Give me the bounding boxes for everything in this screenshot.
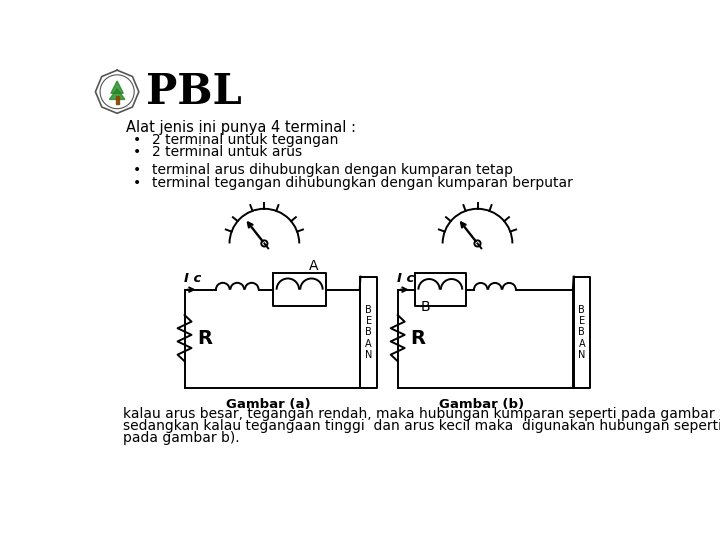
Text: kalau arus besar, tegangan rendah, maka hubungan kumparan seperti pada gambar a): kalau arus besar, tegangan rendah, maka … xyxy=(122,407,720,421)
Polygon shape xyxy=(111,81,123,93)
Text: pada gambar b).: pada gambar b). xyxy=(122,431,239,446)
Text: Gambar (a): Gambar (a) xyxy=(226,398,310,411)
Text: B: B xyxy=(421,300,431,314)
Text: B
E
B
A
N: B E B A N xyxy=(578,305,585,360)
Polygon shape xyxy=(109,89,125,99)
Text: I c: I c xyxy=(397,272,414,285)
Text: B
E
B
A
N: B E B A N xyxy=(365,305,372,360)
Text: terminal arus dihubungkan dengan kumparan tetap: terminal arus dihubungkan dengan kumpara… xyxy=(152,164,513,177)
Text: Gambar (b): Gambar (b) xyxy=(438,398,524,411)
Text: •: • xyxy=(132,132,141,146)
Text: R: R xyxy=(410,329,425,348)
Text: •: • xyxy=(132,164,141,177)
Text: I c: I c xyxy=(184,272,201,285)
Text: terminal tegangan dihubungkan dengan kumparan berputar: terminal tegangan dihubungkan dengan kum… xyxy=(152,176,573,190)
Text: PBL: PBL xyxy=(145,71,241,113)
Text: A: A xyxy=(310,259,319,273)
Text: 2 terminal untuk arus: 2 terminal untuk arus xyxy=(152,145,302,159)
Text: R: R xyxy=(197,329,212,348)
Text: 2 terminal untuk tegangan: 2 terminal untuk tegangan xyxy=(152,132,338,146)
Polygon shape xyxy=(116,96,119,104)
Text: sedangkan kalau tegangaan tinggi  dan arus kecil maka  digunakan hubungan sepert: sedangkan kalau tegangaan tinggi dan aru… xyxy=(122,419,720,433)
Text: •: • xyxy=(132,176,141,190)
Text: •: • xyxy=(132,145,141,159)
Text: Alat jenis ini punya 4 terminal :: Alat jenis ini punya 4 terminal : xyxy=(126,120,356,135)
